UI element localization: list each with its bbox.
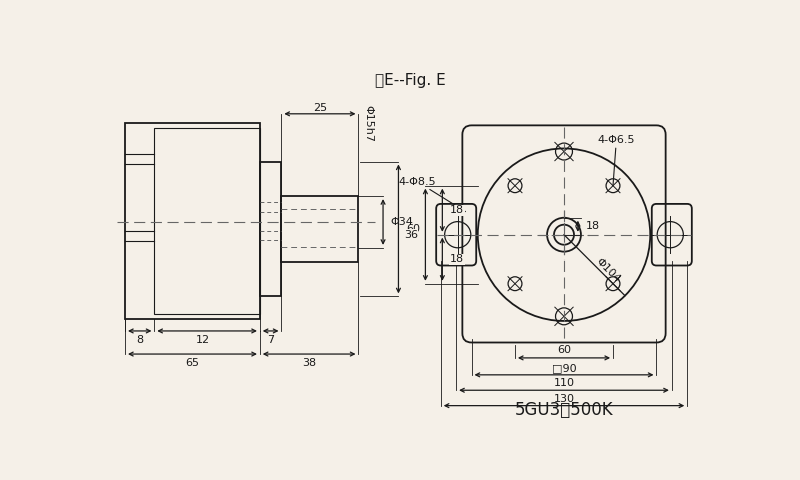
Text: 60: 60 [557,345,571,355]
Text: Φ34: Φ34 [390,216,414,227]
Text: 18: 18 [450,205,464,215]
Text: 60: 60 [406,224,420,234]
Text: □90: □90 [552,363,576,373]
Text: 18: 18 [450,254,464,264]
Text: 5GU3～500K: 5GU3～500K [514,401,614,420]
Text: 38: 38 [302,358,316,368]
Text: 4-Φ6.5: 4-Φ6.5 [598,135,635,186]
Bar [154,129,260,314]
Text: 25: 25 [313,103,327,113]
Text: 36: 36 [404,230,418,240]
Text: 7: 7 [267,335,274,345]
Text: 18: 18 [586,221,600,231]
Text: Φ104: Φ104 [594,257,622,285]
Bar [282,196,358,262]
Text: 65: 65 [186,358,199,368]
Text: 图E--Fig. E: 图E--Fig. E [374,73,446,88]
Text: 12: 12 [196,335,210,345]
Text: Φ15h7: Φ15h7 [364,105,374,143]
Bar [260,162,282,296]
Text: 130: 130 [554,394,574,404]
Text: 8: 8 [136,335,143,345]
Bar [125,123,260,319]
Text: 110: 110 [554,378,574,388]
Text: 4-Φ8.5: 4-Φ8.5 [398,177,466,212]
